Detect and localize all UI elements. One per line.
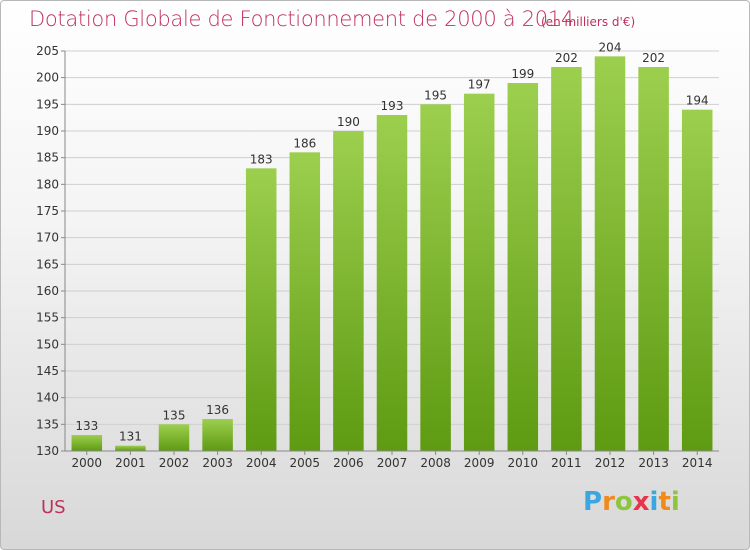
bar bbox=[71, 435, 103, 451]
x-tick-label: 2003 bbox=[202, 456, 233, 470]
bar-value-label: 202 bbox=[642, 51, 665, 65]
bars: 133 131 135 136 183 186 190 193 195 197 199 202 204 2… bbox=[71, 40, 713, 452]
bar bbox=[158, 424, 190, 451]
x-tick-label: 2000 bbox=[72, 456, 103, 470]
y-tick-label: 205 bbox=[36, 44, 59, 58]
bar bbox=[245, 168, 277, 452]
logo-letter: x bbox=[632, 487, 650, 517]
x-tick-label: 2013 bbox=[638, 456, 669, 470]
x-tick-label: 2011 bbox=[551, 456, 582, 470]
bar bbox=[202, 419, 233, 451]
bar bbox=[507, 83, 539, 451]
bar-value-label: 202 bbox=[555, 51, 578, 65]
y-tick-label: 160 bbox=[36, 284, 59, 298]
y-tick-label: 165 bbox=[36, 257, 59, 271]
bar bbox=[420, 104, 451, 451]
bar-value-label: 136 bbox=[206, 403, 229, 417]
y-tick-label: 180 bbox=[36, 177, 59, 191]
bar-value-label: 195 bbox=[424, 88, 447, 102]
bar-value-label: 194 bbox=[686, 94, 709, 108]
bar-value-label: 190 bbox=[337, 115, 360, 129]
bar bbox=[376, 115, 408, 451]
x-tick-label: 2014 bbox=[682, 456, 713, 470]
x-tick-label: 2004 bbox=[246, 456, 277, 470]
bar-value-label: 186 bbox=[293, 136, 316, 150]
chart-subtitle: (en milliers d'€) bbox=[541, 15, 636, 29]
logo-letter: i bbox=[670, 487, 680, 517]
bar bbox=[681, 109, 713, 452]
x-tick-label: 2006 bbox=[333, 456, 364, 470]
x-tick-label: 2005 bbox=[290, 456, 321, 470]
bar-value-label: 133 bbox=[75, 419, 98, 433]
y-tick-label: 150 bbox=[36, 337, 59, 351]
logo-letter: r bbox=[602, 487, 615, 517]
bar-value-label: 199 bbox=[511, 67, 534, 81]
logo-letter: i bbox=[649, 487, 659, 517]
x-tick-label: 2012 bbox=[595, 456, 626, 470]
bar-value-label: 197 bbox=[468, 78, 491, 92]
y-tick-label: 155 bbox=[36, 311, 59, 325]
y-tick-label: 190 bbox=[36, 124, 59, 138]
x-tick-label: 2010 bbox=[508, 456, 539, 470]
commune-name: US bbox=[41, 497, 66, 518]
y-tick-label: 170 bbox=[36, 231, 59, 245]
bar bbox=[115, 445, 146, 451]
bar-value-label: 183 bbox=[250, 152, 273, 166]
y-tick-label: 145 bbox=[36, 364, 59, 378]
x-tick-label: 2008 bbox=[420, 456, 451, 470]
y-tick-label: 175 bbox=[36, 204, 59, 218]
proxiti-logo[interactable]: Proxiti bbox=[583, 487, 680, 517]
bar bbox=[463, 93, 495, 452]
logo-letter: t bbox=[658, 487, 671, 517]
y-tick-label: 185 bbox=[36, 151, 59, 165]
y-tick-label: 200 bbox=[36, 71, 59, 85]
bar bbox=[638, 67, 669, 451]
bar bbox=[594, 56, 626, 451]
bar-value-label: 131 bbox=[119, 430, 142, 444]
x-tick-label: 2001 bbox=[115, 456, 146, 470]
y-tick-label: 135 bbox=[36, 417, 59, 431]
logo-letter: P bbox=[583, 487, 603, 517]
y-tick-label: 140 bbox=[36, 391, 59, 405]
y-tick-label: 195 bbox=[36, 97, 59, 111]
axes: 130 135 140 145 150 155 160 165 170 175 180 185 190 1… bbox=[36, 44, 719, 470]
x-tick-label: 2009 bbox=[464, 456, 495, 470]
bar bbox=[333, 131, 364, 451]
bar bbox=[289, 152, 321, 452]
bar bbox=[551, 67, 582, 451]
x-tick-label: 2002 bbox=[159, 456, 190, 470]
logo-letter: o bbox=[614, 487, 633, 517]
bar-value-label: 135 bbox=[163, 408, 186, 422]
x-tick-label: 2007 bbox=[377, 456, 408, 470]
bar-value-label: 193 bbox=[381, 99, 404, 113]
chart-title: Dotation Globale de Fonctionnement de 20… bbox=[29, 7, 574, 31]
y-tick-label: 130 bbox=[36, 444, 59, 458]
bar-value-label: 204 bbox=[599, 40, 622, 54]
